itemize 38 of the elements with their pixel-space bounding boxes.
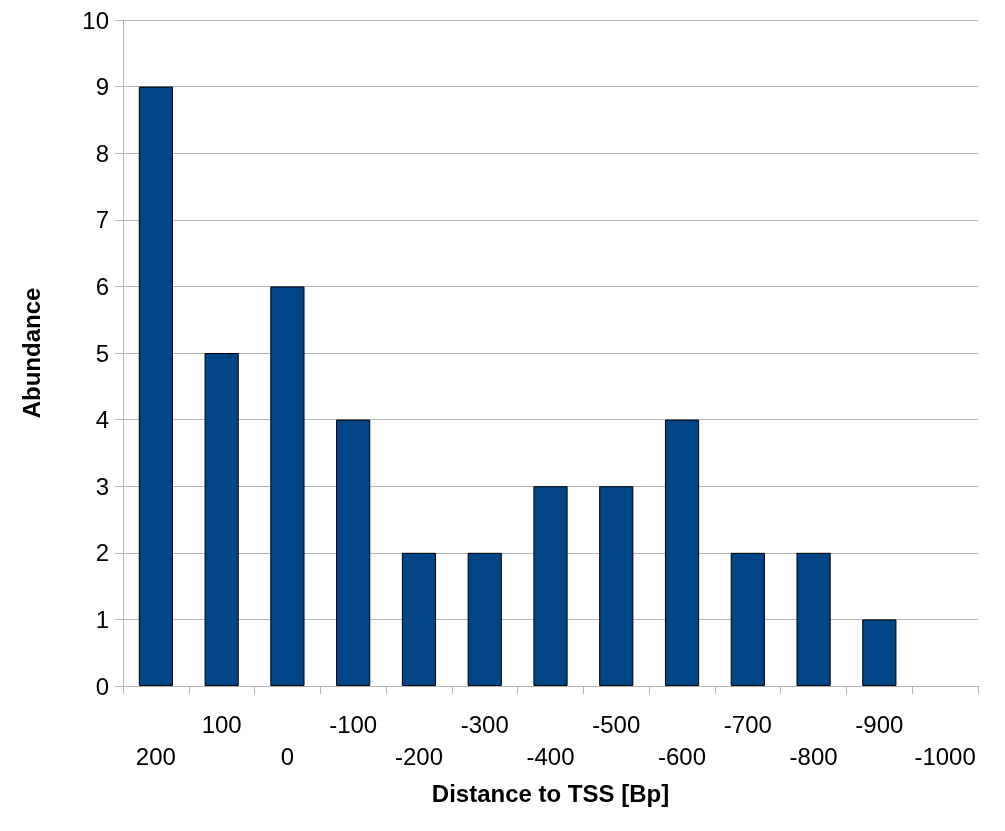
- x-tick-label: -100: [329, 710, 378, 738]
- bar: [533, 486, 568, 686]
- bar: [204, 353, 239, 686]
- x-tick-label: 0: [280, 742, 295, 770]
- bar: [862, 619, 897, 686]
- bar: [730, 552, 765, 686]
- y-tick-label: 4: [95, 406, 109, 434]
- bar: [270, 286, 305, 686]
- bar: [664, 419, 700, 686]
- x-tick-label: -300: [460, 710, 509, 738]
- y-tick-label: 1: [95, 605, 109, 633]
- x-tick-label: -1000: [914, 742, 976, 770]
- x-axis-title: Distance to TSS [Bp]: [431, 779, 670, 807]
- y-tick-label: 0: [95, 672, 109, 700]
- x-tick-label: 200: [135, 742, 176, 770]
- bar: [138, 86, 173, 686]
- x-tick-label: -800: [789, 742, 838, 770]
- x-tick-label: -500: [592, 710, 641, 738]
- y-tick-label: 2: [95, 539, 109, 567]
- x-tick-label: -400: [526, 742, 575, 770]
- bar: [336, 419, 371, 686]
- y-axis-title: Abundance: [17, 287, 45, 419]
- x-tick-label: -200: [394, 742, 443, 770]
- y-tick-label: 10: [82, 6, 109, 34]
- bar: [467, 552, 502, 686]
- y-tick-label: 9: [95, 73, 109, 101]
- y-tick-label: 6: [95, 272, 109, 300]
- y-tick-label: 8: [95, 139, 109, 167]
- x-tick-label: -900: [855, 710, 904, 738]
- bar: [599, 486, 634, 686]
- y-tick-label: 3: [95, 472, 109, 500]
- bar: [401, 552, 437, 686]
- y-tick-label: 7: [95, 206, 109, 234]
- y-tick-label: 5: [95, 339, 109, 367]
- x-tick-label: 100: [201, 710, 242, 738]
- x-tick-label: -700: [723, 710, 772, 738]
- x-tick-label: -600: [658, 742, 707, 770]
- bar: [796, 552, 831, 686]
